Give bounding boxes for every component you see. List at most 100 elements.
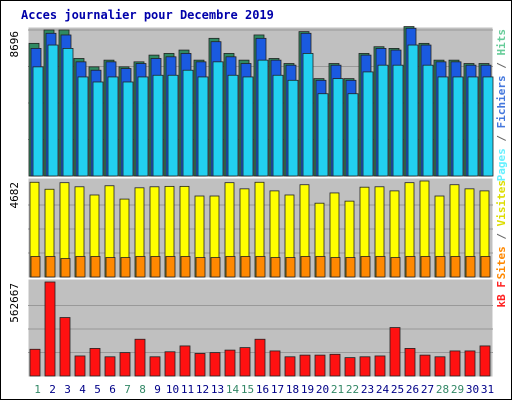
x-tick-label: 1 [34,383,41,396]
bar-sites [30,256,41,278]
bar-pages [482,76,494,177]
bar-kb-f [449,350,461,377]
bar-kb-f [314,354,326,377]
x-tick-label: 6 [109,383,116,396]
bar-kb-f [284,356,296,377]
bar-pages [437,76,449,177]
x-tick-label: 10 [166,383,179,396]
legend-entry: Sites [495,246,508,279]
bar-kb-f [299,354,311,377]
bar-sites [390,257,401,278]
bar-pages [362,71,374,177]
bar-sites [345,257,356,278]
bar-pages [182,69,194,177]
bar-pages [392,64,404,177]
x-axis-labels: 1 2 3 4 5 6 7 8 9 10 11 12 13 14 15 16 17 18 19 20 21 22 23 24 2… [34,383,494,396]
legend-entry: Fichiers [495,75,508,128]
x-tick-label: 30 [466,383,479,396]
bar-kb-f [344,357,356,377]
x-tick-label: 20 [316,383,329,396]
x-tick-label: 3 [64,383,71,396]
x-tick-label: 21 [331,383,344,396]
bar-kb-f [434,356,446,377]
bar-kb-f [119,352,131,377]
bar-kb-f [134,338,146,377]
bar-pages [122,81,134,177]
bar-pages [107,76,119,177]
chart-panels: 8696 Pages / Fichiers / Hits 4682 Sites / V… [8,26,508,378]
bar-sites [135,256,146,278]
bar-pages [92,81,104,177]
bar-kb-f [194,353,206,377]
bar-sites [480,256,491,278]
bar-kb-f [389,327,401,377]
bar-pages [407,44,419,177]
bar-pages [332,78,344,177]
bar-sites [180,256,191,278]
x-tick-label: 7 [124,383,131,396]
bar-sites [420,256,431,278]
bar-pages [227,74,239,177]
x-tick-label: 14 [226,383,240,396]
bar-sites [45,256,56,278]
bar-sites [300,256,311,278]
x-tick-label: 28 [436,383,449,396]
legend-entry: Hits [495,29,508,56]
bar-pages [272,74,284,177]
bar-kb-f [59,317,71,377]
x-tick-label: 2 [49,383,56,396]
x-tick-label: 24 [376,383,390,396]
panel-traffic: 8696 Pages / Fichiers / Hits [8,26,508,181]
bar-pages [197,76,209,177]
bar-sites [315,256,326,278]
panel-kb: 562667 kB F [8,278,508,378]
max-value-label: 4682 [8,182,21,209]
x-tick-label: 12 [196,383,209,396]
x-tick-label: 4 [79,383,86,396]
x-tick-label: 17 [271,383,284,396]
bar-kb-f [479,345,491,377]
bar-kb-f [374,355,386,377]
bar-sites [75,256,86,278]
bar-pages [137,76,149,177]
bar-pages [62,48,74,177]
bar-sites [150,256,161,278]
bar-pages [467,76,479,177]
bar-sites [435,256,446,278]
bar-kb-f [104,356,116,377]
x-tick-label: 31 [481,383,494,396]
x-tick-label: 13 [211,383,224,396]
x-tick-label: 16 [256,383,269,396]
bar-kb-f [269,350,281,377]
x-tick-label: 18 [286,383,299,396]
bar-pages [257,59,269,177]
bar-kb-f [29,348,41,377]
bar-sites [120,257,131,278]
x-tick-label: 15 [241,383,254,396]
bar-sites [255,256,266,278]
bar-kb-f [254,338,266,377]
bar-pages [152,74,164,177]
bar-sites [210,257,221,278]
bar-kb-f [149,356,161,377]
legend-entry: / [495,128,508,148]
bar-kb-f [419,354,431,377]
bar-pages [212,61,224,177]
max-value-label: 8696 [8,31,21,58]
bar-sites [165,256,176,278]
bar-sites [405,256,416,278]
bar-kb-f [209,352,221,377]
bar-pages [47,44,59,177]
bar-sites [195,257,206,278]
x-tick-label: 29 [451,383,464,396]
bar-sites [285,257,296,278]
x-tick-label: 11 [181,383,194,396]
x-tick-label: 9 [154,383,161,396]
x-tick-label: 19 [301,383,314,396]
panel-visits: 4682 Sites / Visites [8,177,508,279]
bar-sites [330,257,341,278]
bar-kb-f [74,355,86,377]
bar-sites [90,256,101,278]
bar-kb-f [239,347,251,377]
bar-kb-f [464,350,476,377]
